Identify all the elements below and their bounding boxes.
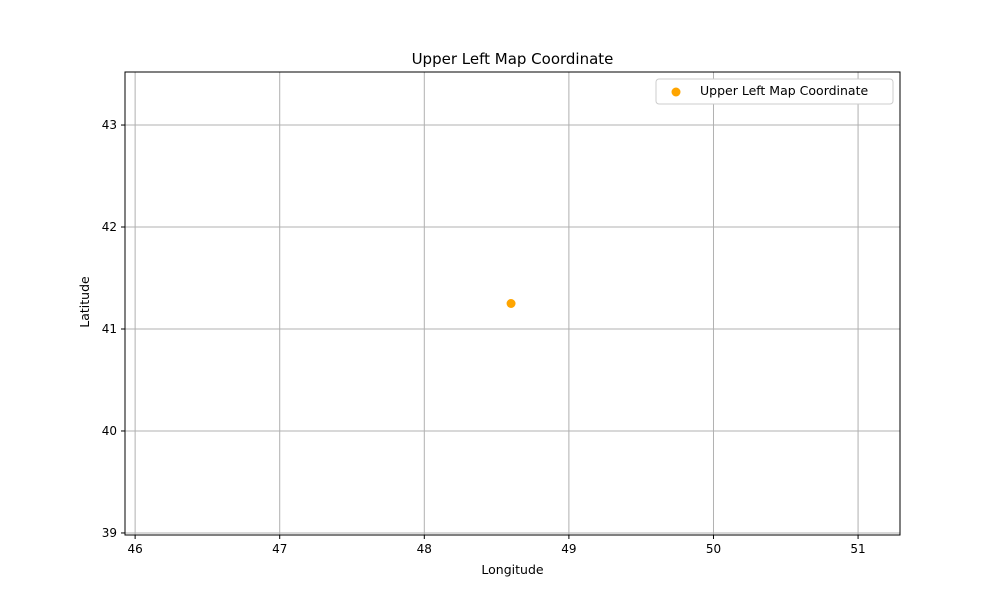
legend: Upper Left Map Coordinate [655,78,894,105]
x-axis-label: Longitude [481,562,543,577]
x-tick-label: 49 [561,542,576,556]
x-tick-label: 48 [417,542,432,556]
x-tick-label: 51 [850,542,865,556]
y-tick-label: 40 [102,424,117,438]
y-axis-ticks: 39 40 41 42 43 [102,118,125,540]
legend-box [655,78,894,105]
x-tick-label: 50 [706,542,721,556]
grid-lines [125,72,900,535]
x-tick-label: 47 [272,542,287,556]
plot-area-frame [124,71,901,536]
data-points [506,299,516,308]
chart-title: Upper Left Map Coordinate [412,50,614,68]
x-tick-label: 46 [127,542,142,556]
y-tick-label: 42 [102,220,117,234]
x-axis-ticks: 46 47 48 49 50 51 [127,535,866,556]
scatter-point [506,299,516,308]
y-tick-label: 39 [102,526,117,540]
y-tick-label: 43 [102,118,117,132]
y-axis-label: Latitude [77,276,92,328]
legend-marker [671,87,681,97]
legend-label: Upper Left Map Coordinate [700,83,868,98]
y-tick-label: 41 [102,322,117,336]
